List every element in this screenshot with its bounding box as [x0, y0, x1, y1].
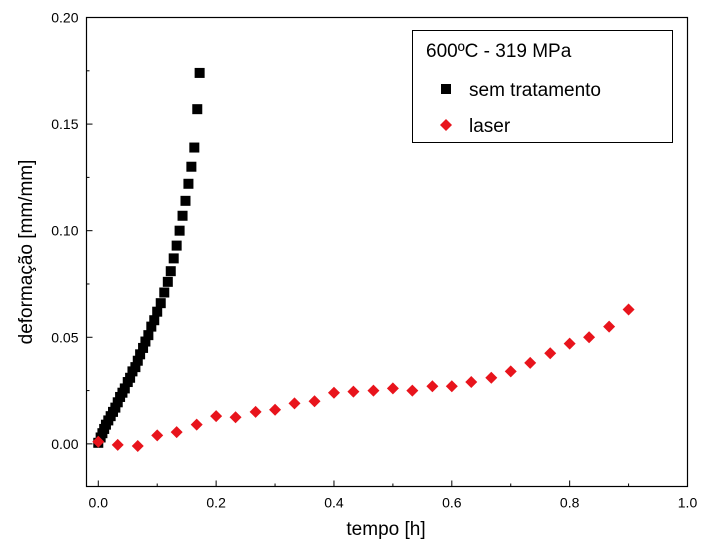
legend: 600ºC - 319 MPa sem tratamento laser: [412, 30, 673, 143]
point-laser: [229, 411, 242, 424]
point-laser: [367, 384, 380, 397]
point-sem-tratamento: [168, 253, 179, 264]
point-laser: [210, 410, 223, 423]
legend-title: 600ºC - 319 MPa: [426, 41, 572, 62]
legend-box: [412, 30, 673, 143]
point-laser: [386, 382, 399, 395]
point-laser: [170, 426, 183, 439]
point-sem-tratamento: [149, 315, 160, 326]
point-laser: [92, 435, 105, 448]
point-sem-tratamento: [146, 321, 157, 332]
point-sem-tratamento: [138, 342, 149, 353]
point-laser: [544, 347, 557, 360]
point-laser: [269, 403, 282, 416]
point-sem-tratamento: [140, 336, 151, 347]
legend-label-sem-tratamento: sem tratamento: [469, 80, 601, 101]
point-laser: [445, 380, 458, 393]
point-laser: [347, 385, 360, 398]
y-tick-label: 0.10: [51, 223, 78, 239]
x-tick-label: 0.2: [206, 495, 226, 511]
point-sem-tratamento: [119, 383, 130, 394]
legend-label-laser: laser: [469, 116, 511, 137]
x-tick-label: 1.0: [678, 495, 698, 511]
point-sem-tratamento: [135, 349, 146, 360]
point-sem-tratamento: [110, 402, 121, 413]
point-sem-tratamento: [192, 104, 203, 115]
point-laser: [288, 397, 301, 410]
x-tick-label: 0.0: [89, 495, 109, 511]
point-sem-tratamento: [152, 306, 163, 317]
point-laser: [406, 384, 419, 397]
plot-frame: [85, 16, 689, 488]
point-laser: [504, 365, 517, 378]
point-laser: [308, 395, 321, 408]
point-sem-tratamento: [130, 362, 141, 373]
series-laser: [92, 303, 635, 452]
point-laser: [563, 337, 576, 350]
point-sem-tratamento: [177, 210, 188, 221]
point-sem-tratamento: [171, 240, 182, 251]
y-axis-title: deformação [mm/mm]: [16, 160, 37, 345]
point-sem-tratamento: [189, 142, 200, 153]
point-laser: [426, 380, 439, 393]
legend-marker-laser: [440, 119, 452, 131]
data-markers: [92, 67, 635, 452]
point-laser: [622, 303, 635, 316]
point-laser: [583, 331, 596, 344]
point-sem-tratamento: [143, 330, 154, 341]
point-sem-tratamento: [194, 67, 205, 78]
point-sem-tratamento: [125, 372, 136, 383]
x-axis-title: tempo [h]: [346, 519, 425, 540]
y-tick-label: 0.05: [51, 329, 78, 345]
axis-ticks: [86, 17, 688, 487]
point-laser: [524, 356, 537, 369]
point-laser: [465, 376, 478, 389]
point-sem-tratamento: [159, 287, 170, 298]
y-tick-label: 0.20: [51, 10, 78, 26]
y-tick-label: 0.00: [51, 436, 78, 452]
point-laser: [131, 439, 144, 452]
point-sem-tratamento: [186, 161, 197, 172]
point-laser: [603, 320, 616, 333]
point-laser: [249, 405, 262, 418]
point-sem-tratamento: [112, 397, 123, 408]
point-laser: [111, 438, 124, 451]
legend-marker-sem-tratamento: [441, 84, 451, 94]
x-tick-label: 0.8: [560, 495, 580, 511]
series-sem-tratamento: [93, 67, 205, 448]
x-tick-label: 0.4: [324, 495, 344, 511]
point-laser: [327, 386, 340, 399]
point-sem-tratamento: [155, 298, 166, 309]
point-laser: [485, 371, 498, 384]
point-sem-tratamento: [165, 266, 176, 277]
point-laser: [190, 418, 203, 431]
x-tick-label: 0.6: [442, 495, 462, 511]
point-sem-tratamento: [183, 178, 194, 189]
tick-labels: 0.0 0.2 0.4 0.6 0.8 1.0 0.00 0.05 0.10 0.15 0.20: [51, 10, 697, 511]
point-sem-tratamento: [132, 355, 143, 366]
point-sem-tratamento: [174, 225, 185, 236]
point-laser: [151, 429, 164, 442]
point-sem-tratamento: [180, 195, 191, 206]
y-tick-label: 0.15: [51, 116, 78, 132]
point-sem-tratamento: [162, 276, 173, 287]
